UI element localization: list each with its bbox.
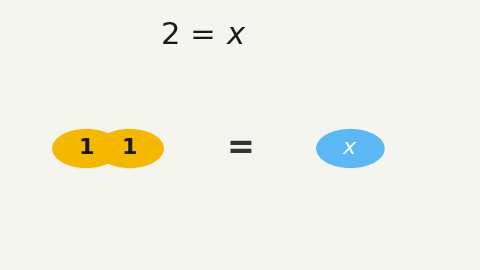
- Circle shape: [53, 130, 120, 167]
- Text: $x$: $x$: [226, 21, 247, 50]
- Text: 2 =: 2 =: [161, 21, 226, 50]
- Circle shape: [317, 130, 384, 167]
- Text: 1: 1: [122, 139, 137, 158]
- Circle shape: [96, 130, 163, 167]
- Text: =: =: [226, 132, 254, 165]
- Text: $x$: $x$: [342, 139, 359, 158]
- Text: 1: 1: [79, 139, 94, 158]
